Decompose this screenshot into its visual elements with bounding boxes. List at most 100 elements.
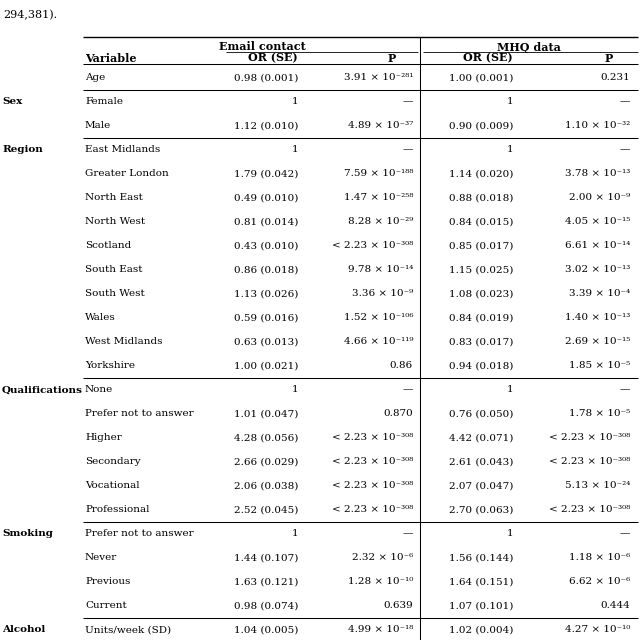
Text: —: —: [403, 385, 413, 394]
Text: 0.81 (0.014): 0.81 (0.014): [234, 218, 298, 227]
Text: 2.61 (0.043): 2.61 (0.043): [449, 458, 513, 467]
Text: 8.28 × 10⁻²⁹: 8.28 × 10⁻²⁹: [348, 218, 413, 227]
Text: Yorkshire: Yorkshire: [85, 362, 135, 371]
Text: South West: South West: [85, 289, 145, 298]
Text: 1: 1: [506, 529, 513, 538]
Text: 7.59 × 10⁻¹⁸⁸: 7.59 × 10⁻¹⁸⁸: [344, 170, 413, 179]
Text: Never: Never: [85, 554, 117, 563]
Text: Male: Male: [85, 122, 111, 131]
Text: 1.18 × 10⁻⁶: 1.18 × 10⁻⁶: [569, 554, 630, 563]
Text: 0.870: 0.870: [383, 410, 413, 419]
Text: 1.07 (0.101): 1.07 (0.101): [449, 602, 513, 611]
Text: 1: 1: [291, 97, 298, 106]
Text: < 2.23 × 10⁻³⁰⁸: < 2.23 × 10⁻³⁰⁸: [332, 458, 413, 467]
Text: OR (SE): OR (SE): [248, 52, 298, 63]
Text: 0.86: 0.86: [390, 362, 413, 371]
Text: Higher: Higher: [85, 433, 122, 442]
Text: Vocational: Vocational: [85, 481, 140, 490]
Text: 0.49 (0.010): 0.49 (0.010): [234, 193, 298, 202]
Text: 1.08 (0.023): 1.08 (0.023): [449, 289, 513, 298]
Text: 2.70 (0.063): 2.70 (0.063): [449, 506, 513, 515]
Text: Prefer not to answer: Prefer not to answer: [85, 410, 194, 419]
Text: < 2.23 × 10⁻³⁰⁸: < 2.23 × 10⁻³⁰⁸: [548, 458, 630, 467]
Text: 2.00 × 10⁻⁹: 2.00 × 10⁻⁹: [569, 193, 630, 202]
Text: 1.40 × 10⁻¹³: 1.40 × 10⁻¹³: [564, 314, 630, 323]
Text: 1.12 (0.010): 1.12 (0.010): [234, 122, 298, 131]
Text: 0.43 (0.010): 0.43 (0.010): [234, 241, 298, 250]
Text: —: —: [403, 97, 413, 106]
Text: 0.76 (0.050): 0.76 (0.050): [449, 410, 513, 419]
Text: 4.05 × 10⁻¹⁵: 4.05 × 10⁻¹⁵: [564, 218, 630, 227]
Text: Greater London: Greater London: [85, 170, 169, 179]
Text: —: —: [403, 529, 413, 538]
Text: < 2.23 × 10⁻³⁰⁸: < 2.23 × 10⁻³⁰⁸: [548, 506, 630, 515]
Text: < 2.23 × 10⁻³⁰⁸: < 2.23 × 10⁻³⁰⁸: [332, 506, 413, 515]
Text: 0.83 (0.017): 0.83 (0.017): [449, 337, 513, 346]
Text: 1.63 (0.121): 1.63 (0.121): [234, 577, 298, 586]
Text: 2.32 × 10⁻⁶: 2.32 × 10⁻⁶: [352, 554, 413, 563]
Text: 1.79 (0.042): 1.79 (0.042): [234, 170, 298, 179]
Text: < 2.23 × 10⁻³⁰⁸: < 2.23 × 10⁻³⁰⁸: [332, 481, 413, 490]
Text: 1: 1: [291, 385, 298, 394]
Text: North West: North West: [85, 218, 145, 227]
Text: P: P: [605, 52, 613, 63]
Text: 1.44 (0.107): 1.44 (0.107): [234, 554, 298, 563]
Text: 2.52 (0.045): 2.52 (0.045): [234, 506, 298, 515]
Text: 3.36 × 10⁻⁹: 3.36 × 10⁻⁹: [352, 289, 413, 298]
Text: None: None: [85, 385, 113, 394]
Text: Smoking: Smoking: [2, 529, 53, 538]
Text: 1.13 (0.026): 1.13 (0.026): [234, 289, 298, 298]
Text: 4.42 (0.071): 4.42 (0.071): [449, 433, 513, 442]
Text: 1: 1: [291, 529, 298, 538]
Text: 4.28 (0.056): 4.28 (0.056): [234, 433, 298, 442]
Text: 0.94 (0.018): 0.94 (0.018): [449, 362, 513, 371]
Text: 0.63 (0.013): 0.63 (0.013): [234, 337, 298, 346]
Text: 1.56 (0.144): 1.56 (0.144): [449, 554, 513, 563]
Text: 3.78 × 10⁻¹³: 3.78 × 10⁻¹³: [564, 170, 630, 179]
Text: < 2.23 × 10⁻³⁰⁸: < 2.23 × 10⁻³⁰⁸: [332, 433, 413, 442]
Text: Prefer not to answer: Prefer not to answer: [85, 529, 194, 538]
Text: —: —: [620, 145, 630, 154]
Text: 0.84 (0.015): 0.84 (0.015): [449, 218, 513, 227]
Text: 0.85 (0.017): 0.85 (0.017): [449, 241, 513, 250]
Text: 1: 1: [506, 97, 513, 106]
Text: 2.66 (0.029): 2.66 (0.029): [234, 458, 298, 467]
Text: 0.88 (0.018): 0.88 (0.018): [449, 193, 513, 202]
Text: 1.02 (0.004): 1.02 (0.004): [449, 625, 513, 634]
Text: Variable: Variable: [85, 52, 136, 63]
Text: 1.47 × 10⁻²⁵⁸: 1.47 × 10⁻²⁵⁸: [344, 193, 413, 202]
Text: 1.04 (0.005): 1.04 (0.005): [234, 625, 298, 634]
Text: 2.07 (0.047): 2.07 (0.047): [449, 481, 513, 490]
Text: Email contact: Email contact: [219, 42, 306, 52]
Text: 1.85 × 10⁻⁵: 1.85 × 10⁻⁵: [569, 362, 630, 371]
Text: Previous: Previous: [85, 577, 131, 586]
Text: 4.89 × 10⁻³⁷: 4.89 × 10⁻³⁷: [348, 122, 413, 131]
Text: 2.06 (0.038): 2.06 (0.038): [234, 481, 298, 490]
Text: 1.64 (0.151): 1.64 (0.151): [449, 577, 513, 586]
Text: —: —: [620, 529, 630, 538]
Text: 1.28 × 10⁻¹⁰: 1.28 × 10⁻¹⁰: [348, 577, 413, 586]
Text: 0.98 (0.074): 0.98 (0.074): [234, 602, 298, 611]
Text: < 2.23 × 10⁻³⁰⁸: < 2.23 × 10⁻³⁰⁸: [332, 241, 413, 250]
Text: Region: Region: [2, 145, 43, 154]
Text: 0.98 (0.001): 0.98 (0.001): [234, 74, 298, 83]
Text: Age: Age: [85, 74, 105, 83]
Text: 1.15 (0.025): 1.15 (0.025): [449, 266, 513, 275]
Text: 1.78 × 10⁻⁵: 1.78 × 10⁻⁵: [569, 410, 630, 419]
Text: 3.39 × 10⁻⁴: 3.39 × 10⁻⁴: [569, 289, 630, 298]
Text: Alcohol: Alcohol: [2, 625, 45, 634]
Text: < 2.23 × 10⁻³⁰⁸: < 2.23 × 10⁻³⁰⁸: [548, 433, 630, 442]
Text: West Midlands: West Midlands: [85, 337, 163, 346]
Text: Professional: Professional: [85, 506, 150, 515]
Text: Qualifications: Qualifications: [2, 385, 83, 394]
Text: Sex: Sex: [2, 97, 22, 106]
Text: 1: 1: [506, 385, 513, 394]
Text: 0.444: 0.444: [600, 602, 630, 611]
Text: Scotland: Scotland: [85, 241, 131, 250]
Text: —: —: [403, 145, 413, 154]
Text: OR (SE): OR (SE): [463, 52, 513, 63]
Text: 1.00 (0.001): 1.00 (0.001): [449, 74, 513, 83]
Text: South East: South East: [85, 266, 143, 275]
Text: 1: 1: [506, 145, 513, 154]
Text: MHQ data: MHQ data: [497, 42, 561, 52]
